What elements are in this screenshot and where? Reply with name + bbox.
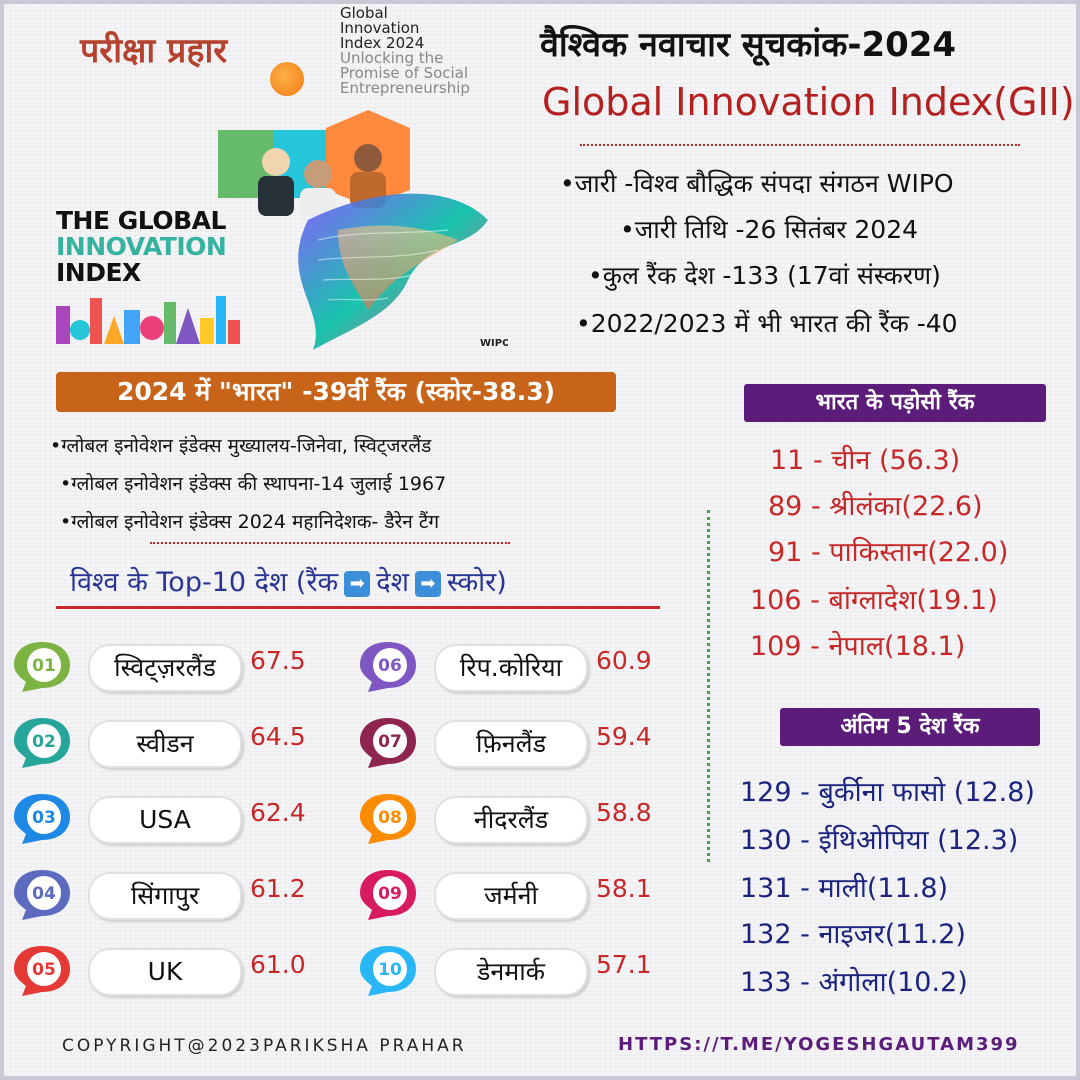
country-name: नीदरलैंड (434, 796, 588, 844)
fact-issuer: •जारी -विश्व बौद्धिक संपदा संगठन WIPO (560, 169, 954, 198)
gii-logo-line: INNOVATION (56, 232, 227, 261)
divider (580, 144, 1020, 146)
divider (56, 606, 660, 609)
country-name: रिप.कोरिया (434, 644, 588, 692)
fact-headquarters: •ग्लोबल इनोवेशन इंडेक्स मुख्यालय-जिनेवा,… (50, 435, 432, 457)
top10-heading-part: देश (376, 567, 409, 598)
last5-heading: अंतिम 5 देश रैंक (780, 708, 1040, 746)
country-score: 67.5 (250, 646, 306, 675)
wipo-mark: WIPO (480, 338, 508, 349)
rank-badge: 01 (14, 642, 70, 692)
report-title: Global Innovation Index 2024 Unlocking t… (340, 6, 520, 96)
rank-number: 04 (32, 884, 56, 904)
fact-director-general: •ग्लोबल इनोवेशन इंडेक्स 2024 महानिदेशक- … (60, 511, 440, 533)
fact-release-date: •जारी तिथि -26 सितंबर 2024 (620, 215, 919, 244)
neighbors-heading: भारत के पड़ोसी रैंक (744, 384, 1046, 422)
gii-logo: THE GLOBAL INNOVATION INDEX (56, 206, 227, 287)
rank-badge: 06 (360, 642, 416, 692)
rank-number: 10 (378, 960, 402, 980)
rank-number: 09 (378, 884, 402, 904)
country-name: स्वीडन (88, 720, 242, 768)
india-rank-banner: 2024 में "भारत" -39वीं रैंक (स्कोर-38.3) (56, 372, 616, 412)
country-name: जर्मनी (434, 872, 588, 920)
rank-number: 06 (378, 656, 402, 676)
rank-badge: 04 (14, 870, 70, 920)
rank-number: 05 (32, 960, 56, 980)
arrow-right-icon: ➡ (344, 570, 371, 597)
country-name: डेनमार्क (434, 948, 588, 996)
rank-number: 07 (378, 732, 402, 752)
country-score: 59.4 (596, 722, 652, 751)
report-cover-image: WIPO (218, 110, 508, 350)
country-score: 57.1 (596, 950, 652, 979)
top10-heading-part: विश्व के Top-10 देश (रैंक (70, 567, 339, 598)
report-tagline: Promise of Social (340, 64, 469, 82)
gii-logo-line: THE GLOBAL (56, 206, 226, 235)
page-title-hindi: वैश्विक नवाचार सूचकांक-2024 (540, 25, 957, 65)
neighbor-rank: 106 - बांग्लादेश(19.1) (750, 585, 998, 616)
country-name: फ़िनलैंड (434, 720, 588, 768)
country-score: 62.4 (250, 798, 306, 827)
neighbor-rank: 109 - नेपाल(18.1) (750, 631, 966, 662)
last5-rank: 129 - बुर्कीना फासो (12.8) (740, 777, 1035, 808)
rank-badge: 09 (360, 870, 416, 920)
neighbor-rank: 11 - चीन (56.3) (770, 445, 961, 476)
rank-badge: 08 (360, 794, 416, 844)
divider (707, 510, 710, 862)
last5-rank: 133 - अंगोला(10.2) (740, 967, 968, 998)
copyright-text: COPYRIGHT@2023PARIKSHA PRAHAR (62, 1036, 467, 1056)
country-name: स्विट्ज़रलैंड (88, 644, 242, 692)
country-score: 64.5 (250, 722, 306, 751)
fact-established: •ग्लोबल इनोवेशन इंडेक्स की स्थापना-14 जु… (60, 473, 447, 495)
country-score: 58.8 (596, 798, 652, 827)
gii-logo-line: INDEX (56, 258, 141, 287)
country-score: 60.9 (596, 646, 652, 675)
report-title-line: Index 2024 (340, 34, 425, 52)
country-name: UK (88, 948, 242, 996)
country-name: USA (88, 796, 242, 844)
rank-badge: 10 (360, 946, 416, 996)
neighbor-rank: 91 - पाकिस्तान(22.0) (768, 537, 1009, 568)
report-title-line: Global (340, 4, 388, 22)
divider (150, 542, 510, 544)
rank-badge: 03 (14, 794, 70, 844)
last5-rank: 132 - नाइजर(11.2) (740, 919, 966, 950)
brand-name: परीक्षा प्रहार (80, 31, 228, 71)
country-name: सिंगापुर (88, 872, 242, 920)
last5-rank: 130 - ईथिओपिया (12.3) (740, 825, 1019, 856)
report-tagline: Entrepreneurship (340, 79, 470, 97)
country-score: 61.0 (250, 950, 306, 979)
top10-heading: विश्व के Top-10 देश (रैंक ➡ देश ➡ स्कोर) (70, 562, 507, 599)
fact-previous-rank: •2022/2023 में भी भारत की रैंक -40 (576, 309, 958, 338)
rank-badge: 07 (360, 718, 416, 768)
report-title-line: Innovation (340, 19, 420, 37)
rank-badge: 02 (14, 718, 70, 768)
gii-logo-blocks-icon (56, 296, 240, 344)
rank-number: 08 (378, 808, 402, 828)
country-score: 58.1 (596, 874, 652, 903)
top10-heading-part: स्कोर) (446, 567, 507, 598)
country-score: 61.2 (250, 874, 306, 903)
wipo-swirl-icon (270, 62, 304, 96)
rank-badge: 05 (14, 946, 70, 996)
rank-number: 03 (32, 808, 56, 828)
arrow-right-icon: ➡ (414, 570, 441, 597)
last5-rank: 131 - माली(11.8) (740, 873, 949, 904)
telegram-link[interactable]: HTTPS://T.ME/YOGESHGAUTAM399 (618, 1034, 1020, 1055)
page-title-english: Global Innovation Index(GII) (542, 80, 1075, 124)
rank-number: 01 (32, 656, 56, 676)
fact-total-countries: •कुल रैंक देश -133 (17वां संस्करण) (588, 261, 941, 290)
report-tagline: Unlocking the (340, 49, 444, 67)
neighbor-rank: 89 - श्रीलंका(22.6) (768, 491, 983, 522)
rank-number: 02 (32, 732, 56, 752)
